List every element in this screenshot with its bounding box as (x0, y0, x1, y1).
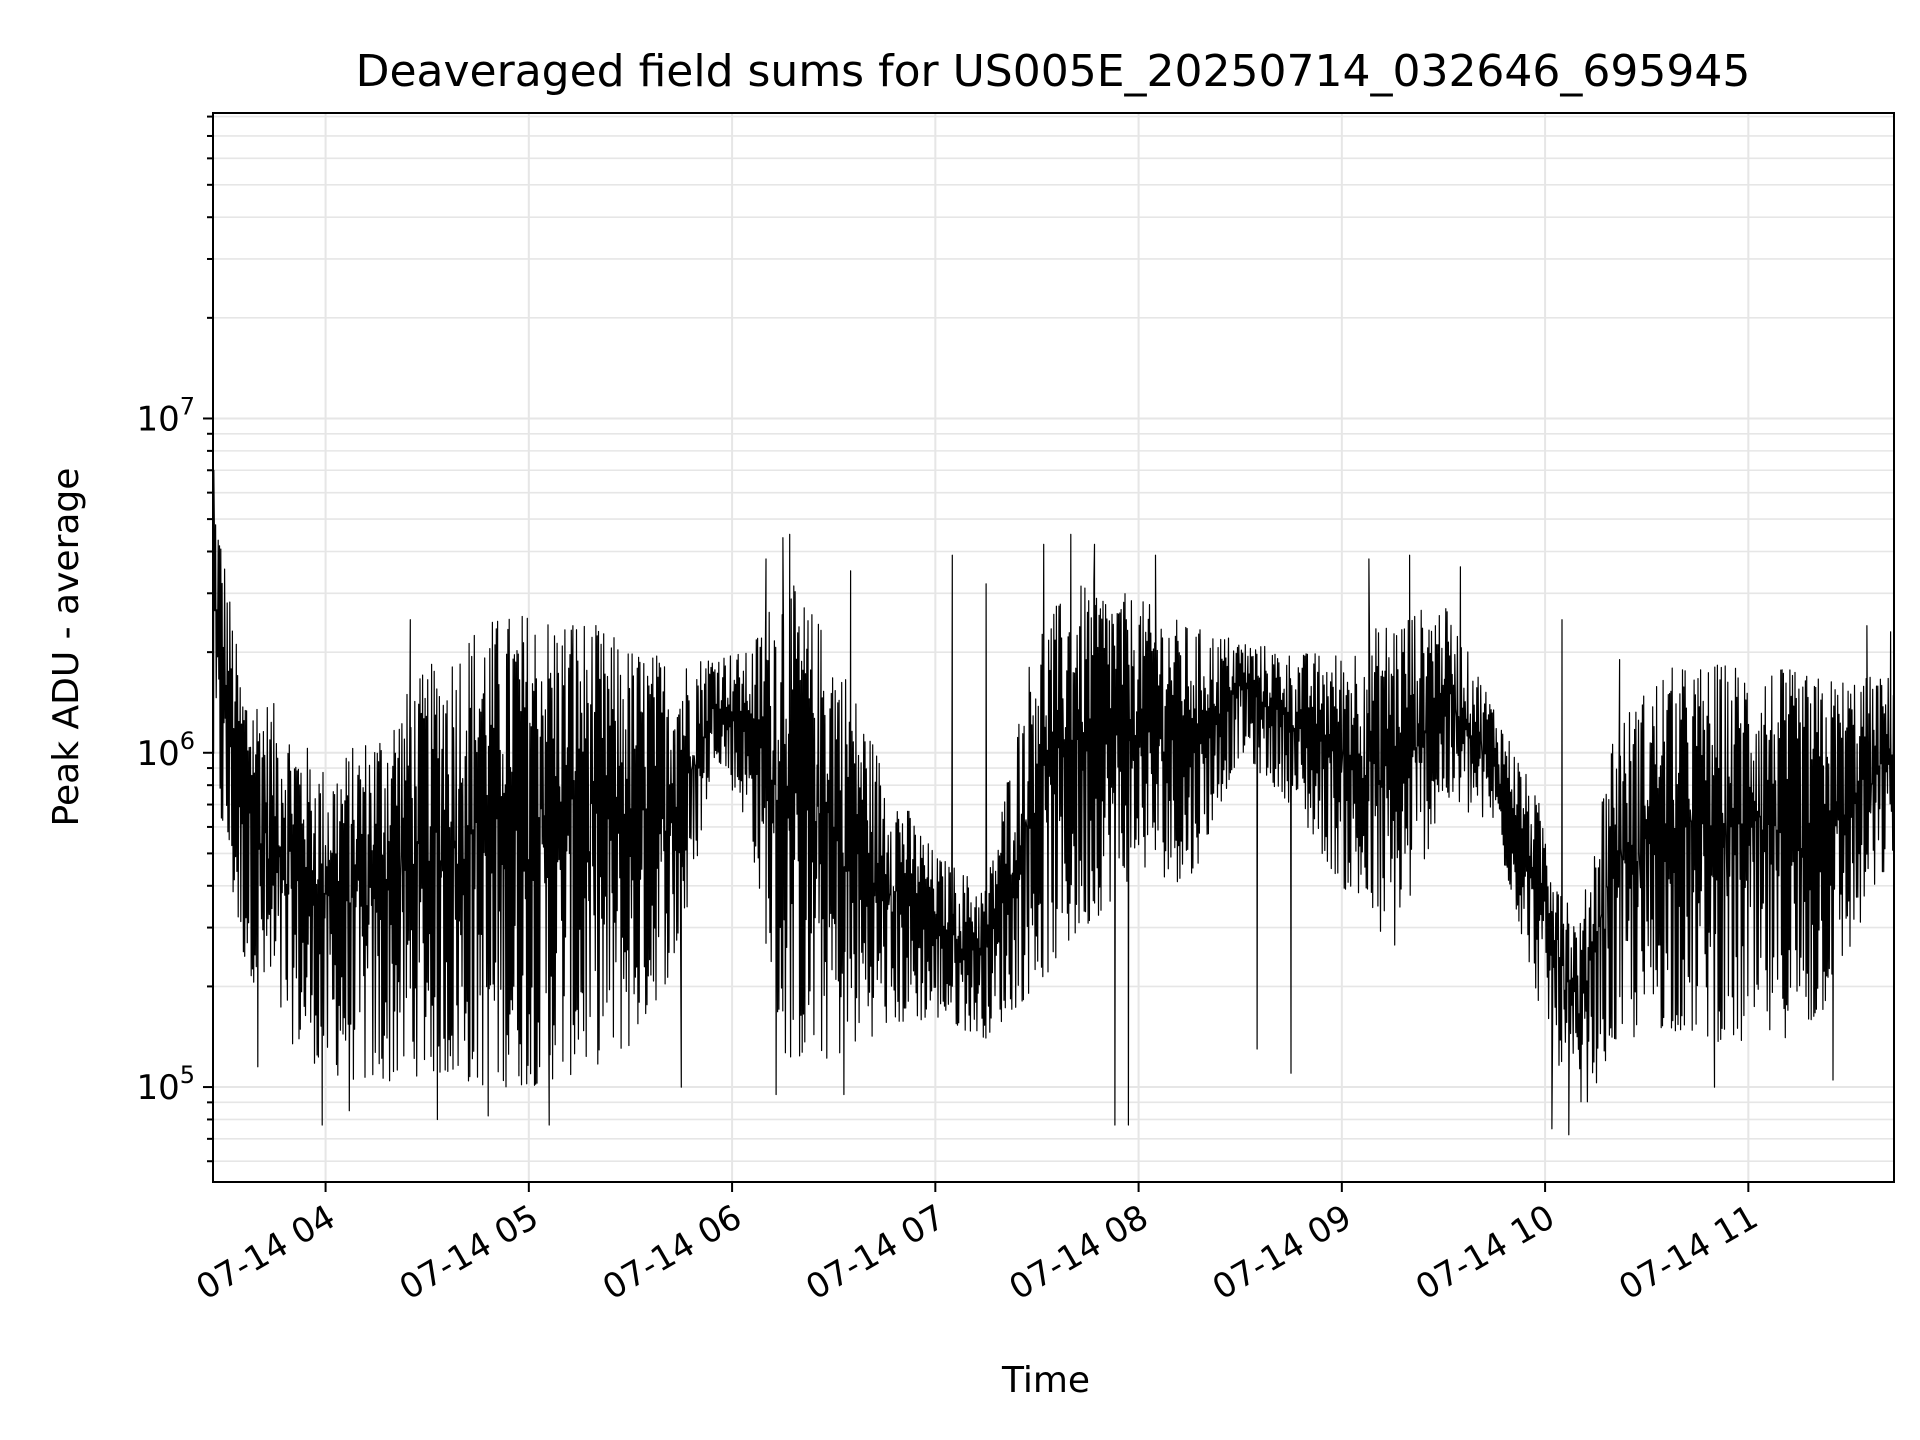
chart-title: Deaveraged field sums for US005E_2025071… (356, 46, 1751, 97)
y-tick-label: 105 (136, 1061, 195, 1108)
plot-frame (212, 112, 1895, 1183)
x-axis-label: Time (1001, 1360, 1090, 1401)
series-line-group (213, 469, 1894, 1136)
y-tick-label: 106 (136, 727, 195, 774)
y-axis-label: Peak ADU - average (46, 468, 87, 827)
series-line (213, 469, 1894, 1136)
plot-area (213, 469, 1894, 1136)
y-tick-label: 107 (136, 392, 195, 439)
y-axis: 105 106 107 (136, 115, 213, 1163)
